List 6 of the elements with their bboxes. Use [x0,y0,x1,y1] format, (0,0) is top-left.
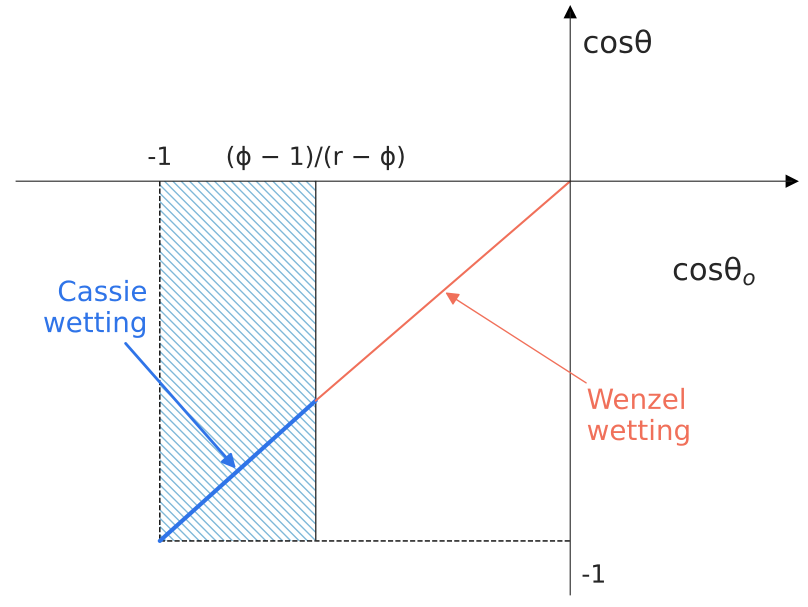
text: Wenzel wetting [588,388,689,446]
x-axis-title: cosθ$_{o}$ [674,256,755,286]
x-tick-label: (ϕ − 1)/(r − ϕ) [228,146,404,170]
y-axis-title: cosθ [584,29,651,54]
annotation: -1 [582,564,604,583]
text: Cassie wetting [44,280,146,338]
